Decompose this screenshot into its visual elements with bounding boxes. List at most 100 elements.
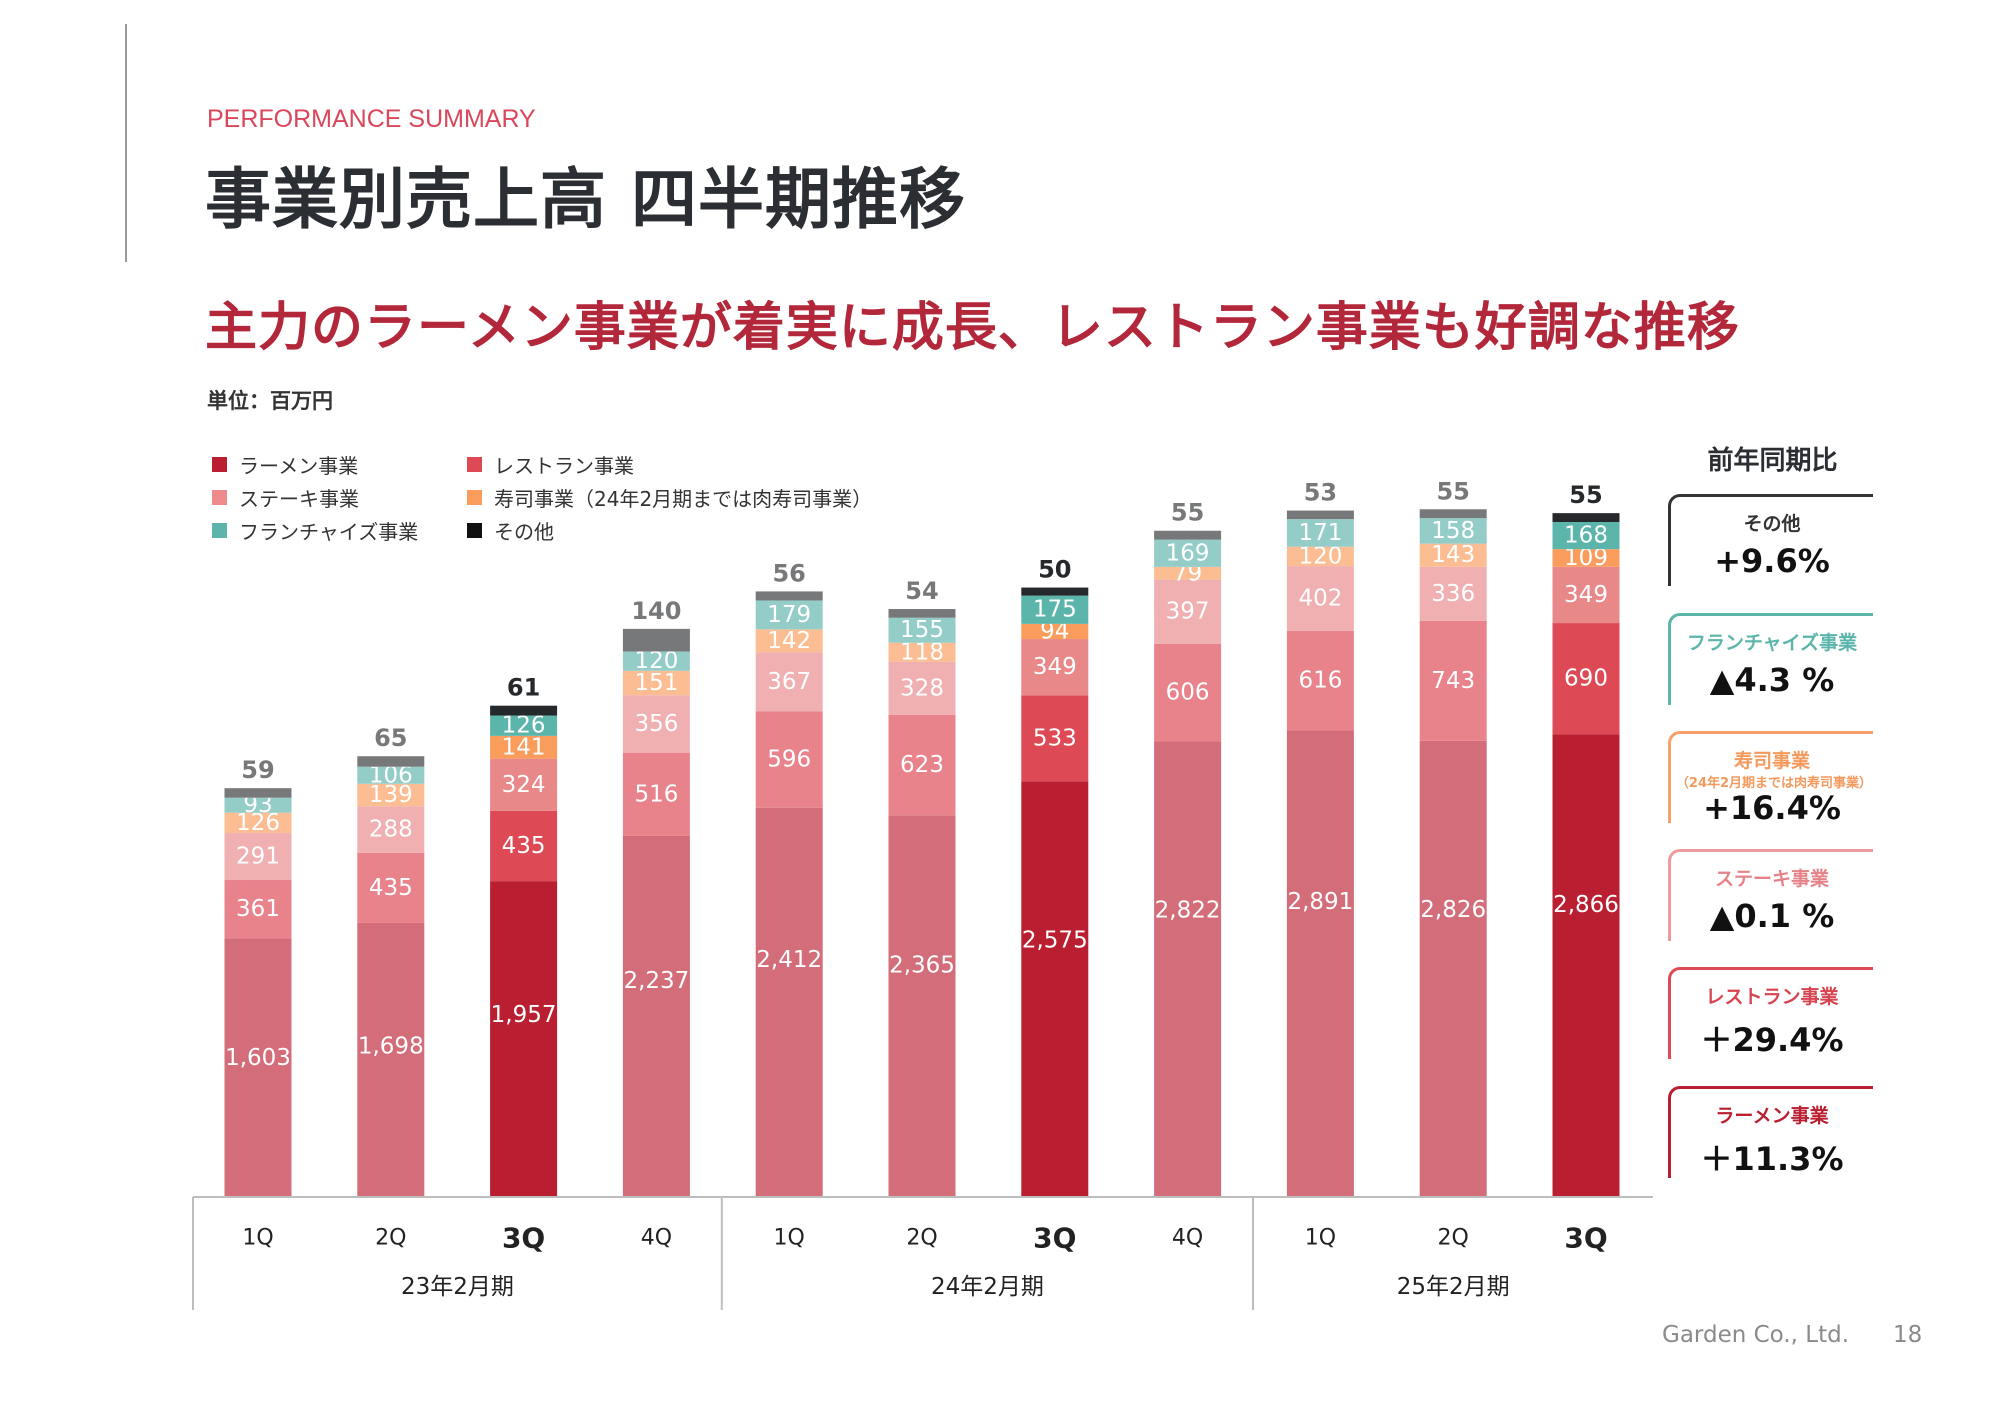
yoy-card-ramen: ラーメン事業 ＋11.3% — [1668, 1086, 1873, 1178]
bar-segment-other — [622, 628, 690, 652]
x-tick-label: 4Q — [1172, 1226, 1203, 1251]
bar-segment-restaurant — [622, 752, 690, 836]
bar-segment-restaurant — [490, 810, 558, 882]
yoy-card-name: レストラン事業 — [1705, 986, 1839, 1008]
data-label-restaurant: 361 — [236, 896, 280, 922]
bar-segment-other — [1021, 587, 1089, 596]
data-label-ramen: 2,412 — [756, 947, 822, 973]
data-label-other: 55 — [1436, 477, 1469, 505]
bar-segment-ramen — [490, 881, 558, 1197]
bar-segment-other — [888, 609, 956, 618]
legend-label: ステーキ事業 — [239, 487, 359, 511]
yoy-card-franchise: フランチャイズ事業 ▲4.3 % — [1668, 613, 1873, 705]
data-label-franchise: 171 — [1298, 520, 1342, 546]
data-label-ramen: 2,237 — [623, 968, 689, 994]
bar-segment-other — [1154, 530, 1222, 540]
bar-segment-other — [357, 756, 425, 767]
data-label-restaurant: 690 — [1564, 666, 1608, 692]
yoy-card-value: ＋29.4% — [1700, 1021, 1844, 1059]
yoy-card-other: その他 +9.6% — [1668, 494, 1873, 586]
legend-swatch — [212, 523, 227, 538]
data-label-other: 65 — [374, 724, 407, 752]
x-tick-label: 2Q — [375, 1226, 406, 1251]
bar-segment-restaurant — [224, 880, 292, 939]
legend-label: 寿司事業（24年2月期までは肉寿司事業） — [494, 487, 873, 511]
yoy-card-note: （24年2月期までは肉寿司事業） — [1675, 776, 1873, 791]
data-label-restaurant: 623 — [900, 752, 944, 778]
bar-segment-restaurant — [1154, 643, 1222, 742]
bar-segment-other — [1286, 510, 1354, 520]
legend-item-sushi: 寿司事業（24年2月期までは肉寿司事業） — [467, 483, 872, 512]
data-label-sushi: 120 — [1298, 543, 1342, 569]
bar-segment-other — [1419, 509, 1487, 519]
bar-segment-other — [224, 788, 292, 798]
data-label-sushi: 109 — [1564, 545, 1608, 571]
bar-segment-sushi — [755, 629, 823, 653]
x-tick-label: 3Q — [1564, 1222, 1607, 1255]
bar-segment-ramen — [1154, 741, 1222, 1197]
bar-segment-restaurant — [755, 711, 823, 808]
data-label-restaurant: 435 — [369, 875, 413, 901]
data-label-other: 56 — [772, 559, 805, 587]
page-title: 事業別売上高 四半期推移 — [205, 161, 966, 238]
x-tick-label: 1Q — [242, 1226, 273, 1251]
bar-segment-franchise — [1286, 519, 1354, 547]
bar-segment-franchise — [1419, 518, 1487, 544]
bar-segment-steak — [1021, 639, 1089, 696]
data-label-restaurant: 435 — [502, 833, 546, 859]
bar-segment-steak — [357, 806, 425, 853]
bar-segment-other — [755, 591, 823, 601]
data-label-ramen: 1,603 — [225, 1045, 291, 1071]
yoy-card-value: ▲4.3 % — [1709, 661, 1835, 699]
bar-segment-steak — [1419, 566, 1487, 621]
data-label-sushi: 143 — [1431, 542, 1475, 568]
legend-swatch — [212, 457, 227, 472]
data-label-sushi: 139 — [369, 782, 413, 808]
data-label-sushi: 141 — [502, 734, 546, 760]
yoy-card-value: ＋11.3% — [1700, 1140, 1844, 1178]
x-tick-label: 3Q — [502, 1222, 545, 1255]
bar-segment-ramen — [1419, 740, 1487, 1197]
data-label-steak: 336 — [1431, 581, 1475, 607]
yoy-card-restaurant: レストラン事業 ＋29.4% — [1668, 967, 1873, 1059]
bar-segment-franchise — [490, 715, 558, 736]
yoy-card-name: フランチャイズ事業 — [1686, 632, 1858, 654]
legend-item-ramen: ラーメン事業 — [212, 450, 358, 479]
data-label-ramen: 2,822 — [1155, 897, 1221, 923]
bar-segment-steak — [1286, 566, 1354, 631]
bar-segment-steak — [755, 652, 823, 712]
data-label-ramen: 2,826 — [1420, 897, 1486, 923]
data-label-other: 54 — [905, 577, 938, 605]
data-label-franchise: 155 — [900, 617, 944, 643]
bar-segment-sushi — [490, 735, 558, 759]
bar-segment-ramen — [1286, 730, 1354, 1197]
data-label-steak: 349 — [1564, 582, 1608, 608]
data-label-other: 59 — [241, 756, 274, 784]
data-label-ramen: 2,866 — [1553, 892, 1619, 918]
yoy-card-value: +9.6% — [1714, 542, 1830, 580]
bar-segment-ramen — [755, 807, 823, 1197]
legend-label: その他 — [494, 520, 554, 544]
bar-segment-steak — [490, 758, 558, 811]
yoy-card-value: ▲0.1 % — [1709, 897, 1835, 935]
yoy-card-name: その他 — [1743, 513, 1801, 535]
data-label-steak: 397 — [1166, 599, 1210, 625]
bar-segment-other — [490, 705, 558, 716]
bar-segment-sushi — [1021, 623, 1089, 640]
data-label-sushi: 126 — [236, 810, 280, 836]
bar-segment-sushi — [1419, 543, 1487, 567]
data-label-other: 55 — [1569, 481, 1602, 509]
data-label-other: 140 — [631, 597, 681, 625]
data-label-ramen: 2,891 — [1287, 889, 1353, 915]
data-label-steak: 328 — [900, 675, 944, 701]
bar-segment-franchise — [1154, 539, 1222, 567]
bar-segment-restaurant — [1552, 623, 1620, 735]
bar-segment-restaurant — [1021, 695, 1089, 782]
data-label-franchise: 175 — [1033, 597, 1077, 623]
bar-segment-franchise — [357, 766, 425, 784]
bar-segment-restaurant — [1286, 630, 1354, 731]
bar-segment-steak — [622, 695, 690, 753]
section-eyebrow: PERFORMANCE SUMMARY — [207, 105, 536, 133]
period-label: 24年2月期 — [931, 1274, 1044, 1300]
bar-segment-ramen — [1552, 734, 1620, 1197]
